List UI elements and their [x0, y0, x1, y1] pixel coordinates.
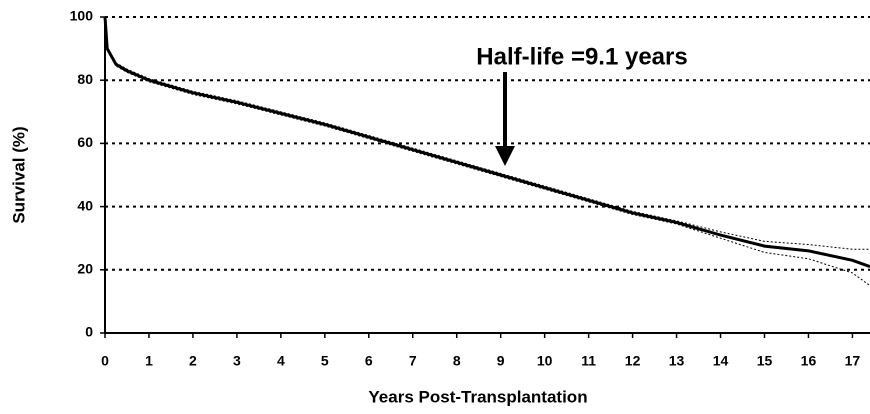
x-tick-label: 17 — [845, 353, 861, 369]
survival-line — [104, 16, 870, 250]
x-tick-label: 5 — [321, 353, 329, 369]
x-tick-label: 1 — [145, 353, 153, 369]
x-tick-label: 12 — [625, 353, 641, 369]
x-tick-label: 8 — [453, 353, 461, 369]
x-tick-label: 11 — [581, 353, 596, 369]
survival-line — [103, 16, 870, 269]
x-tick-label: 2 — [189, 353, 197, 369]
y-tick-label: 80 — [77, 71, 93, 87]
y-tick-label: 20 — [77, 261, 93, 277]
y-tick-label: 100 — [70, 8, 94, 24]
y-tick-label: 0 — [85, 324, 93, 340]
x-tick-label: 4 — [277, 353, 285, 369]
x-tick-label: 3 — [233, 353, 241, 369]
annotation: Half-life =9.1 years — [476, 43, 687, 70]
y-tick-label: 60 — [77, 134, 93, 150]
x-axis-title: Years Post-Transplantation — [368, 387, 587, 406]
y-axis-title: Survival (%) — [9, 126, 28, 223]
x-tick-label: 6 — [365, 353, 373, 369]
annotation-arrow-head — [495, 146, 515, 166]
x-tick-label: 14 — [713, 353, 729, 369]
x-tick-label: 0 — [101, 353, 109, 369]
x-tick-label: 16 — [801, 353, 817, 369]
x-tick-label: 13 — [669, 353, 685, 369]
x-tick-label: 9 — [497, 353, 505, 369]
x-tick-label: 7 — [409, 353, 417, 369]
x-tick-label: 10 — [537, 353, 553, 369]
y-tick-label: 40 — [77, 197, 93, 213]
x-tick-label: 15 — [757, 353, 773, 369]
